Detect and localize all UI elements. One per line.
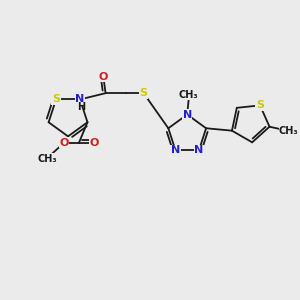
- Text: O: O: [90, 138, 99, 148]
- Text: N: N: [183, 110, 192, 119]
- Text: H: H: [77, 102, 86, 112]
- Text: CH₃: CH₃: [279, 126, 298, 136]
- Text: S: S: [140, 88, 148, 98]
- Text: S: S: [256, 100, 264, 110]
- Text: N: N: [75, 94, 85, 104]
- Text: O: O: [99, 72, 108, 82]
- Text: CH₃: CH₃: [38, 154, 57, 164]
- Text: N: N: [194, 146, 203, 155]
- Text: CH₃: CH₃: [179, 90, 198, 100]
- Text: S: S: [52, 94, 60, 104]
- Text: O: O: [59, 138, 69, 148]
- Text: N: N: [171, 146, 180, 155]
